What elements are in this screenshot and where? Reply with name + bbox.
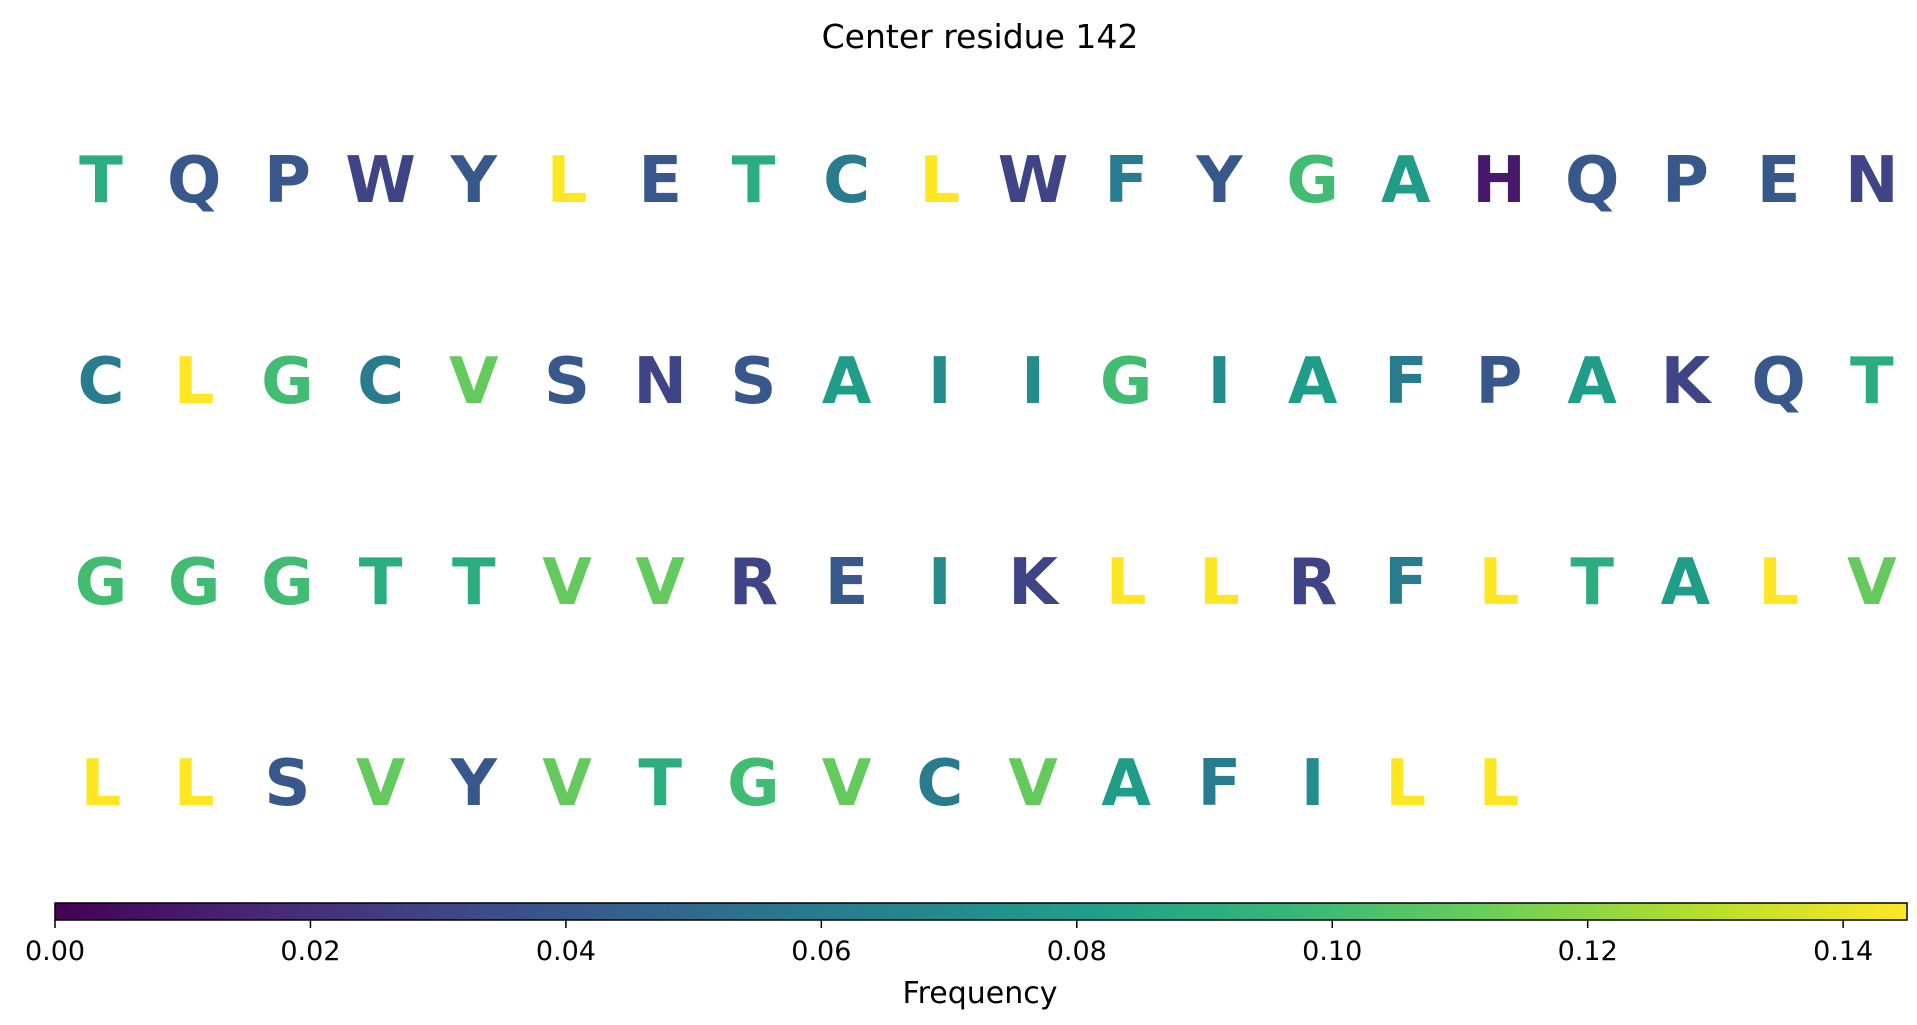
chart-title: Center residue 142 (822, 17, 1139, 56)
residue-letter: E (1757, 144, 1801, 218)
residue-letter: I (1021, 345, 1045, 419)
colorbar-tick-label: 0.02 (280, 936, 340, 967)
residue-letter: G (727, 747, 780, 821)
residue-letter: L (1479, 546, 1520, 620)
residue-letter: R (729, 546, 778, 620)
residue-letter: T (1850, 345, 1894, 419)
residue-letter: V (356, 747, 406, 821)
residue-letter: L (547, 144, 588, 218)
colorbar-tick-label: 0.06 (791, 936, 851, 967)
residue-letter: I (1301, 747, 1325, 821)
residue-letter: T (1570, 546, 1614, 620)
residue-letter: E (825, 546, 869, 620)
residue-grid: T Q P W Y L E T C L W F Y G A H Q P E NC L G C V S N S A I I G I A F P A K Q T… (75, 144, 1899, 821)
residue-letter: G (1286, 144, 1339, 218)
residue-letter: T (638, 747, 682, 821)
residue-letter: F (1384, 546, 1428, 620)
residue-letter: L (919, 144, 960, 218)
residue-letter: S (730, 345, 776, 419)
colorbar-tick-label: 0.12 (1558, 936, 1618, 967)
residue-letter: E (638, 144, 682, 218)
colorbar-gradient (54, 902, 1908, 921)
residue-letter: L (174, 747, 215, 821)
residue-letter: T (359, 546, 403, 620)
residue-letter: T (79, 144, 123, 218)
residue-letter: T (452, 546, 496, 620)
residue-letter: K (1008, 546, 1060, 620)
residue-letter: S (264, 747, 310, 821)
residue-letter: A (1101, 747, 1151, 821)
residue-letter: I (928, 546, 952, 620)
colorbar-tick-label: 0.14 (1813, 936, 1873, 967)
residue-letter: V (542, 546, 592, 620)
residue-letter: L (1758, 546, 1799, 620)
residue-letter: Q (167, 144, 221, 218)
residue-letter: Y (450, 747, 498, 821)
residue-letter: G (261, 345, 314, 419)
residue-letter: A (1381, 144, 1431, 218)
residue-letter: A (822, 345, 872, 419)
residue-letter: C (916, 747, 963, 821)
residue-letter: W (345, 144, 416, 218)
residue-letter: A (1661, 546, 1711, 620)
residue-letter: G (75, 546, 128, 620)
residue-letter: H (1472, 144, 1526, 218)
residue-letter: K (1661, 345, 1713, 419)
residue-letter: L (1199, 546, 1240, 620)
residue-letter: C (78, 345, 125, 419)
residue-letter: N (633, 345, 687, 419)
residue-letter: L (81, 747, 122, 821)
colorbar-tick-label: 0.08 (1047, 936, 1107, 967)
residue-letter: P (1476, 345, 1523, 419)
residue-letter: T (732, 144, 776, 218)
colorbar-tick-label: 0.00 (25, 936, 85, 967)
residue-letter: L (1106, 546, 1147, 620)
residue-letter: Q (1751, 345, 1805, 419)
residue-letter: V (822, 747, 872, 821)
residue-letter: V (542, 747, 592, 821)
residue-letter: L (1479, 747, 1520, 821)
colorbar-tick-label: 0.04 (536, 936, 596, 967)
residue-letter: P (264, 144, 311, 218)
colorbar: 0.00 0.02 0.04 0.06 0.08 0.10 0.12 0.14 Frequen… (25, 902, 1908, 1011)
residue-letter: G (1100, 345, 1153, 419)
residue-letter: V (1847, 546, 1897, 620)
colorbar-ticks: 0.00 0.02 0.04 0.06 0.08 0.10 0.12 0.14 (25, 920, 1873, 967)
residue-letter: P (1662, 144, 1709, 218)
colorbar-tick-label: 0.10 (1302, 936, 1362, 967)
residue-letter: Q (1565, 144, 1619, 218)
residue-letter: I (928, 345, 952, 419)
residue-letter: L (174, 345, 215, 419)
residue-letter: N (1845, 144, 1899, 218)
residue-letter: S (544, 345, 590, 419)
residue-letter: A (1288, 345, 1338, 419)
residue-letter: G (261, 546, 314, 620)
residue-letter: C (823, 144, 870, 218)
residue-letter: F (1384, 345, 1428, 419)
residue-letter: F (1198, 747, 1242, 821)
residue-letter: I (1207, 345, 1231, 419)
colorbar-label: Frequency (903, 976, 1058, 1011)
residue-letter: G (168, 546, 221, 620)
residue-letter: A (1567, 345, 1617, 419)
residue-letter: F (1104, 144, 1148, 218)
residue-letter: V (1008, 747, 1058, 821)
residue-letter: V (449, 345, 499, 419)
residue-letter: Y (1195, 144, 1243, 218)
residue-letter: C (357, 345, 404, 419)
residue-letter: W (998, 144, 1069, 218)
residue-letter: V (635, 546, 685, 620)
residue-letter: R (1288, 546, 1337, 620)
residue-letter: Y (450, 144, 498, 218)
residue-letter: L (1385, 747, 1426, 821)
